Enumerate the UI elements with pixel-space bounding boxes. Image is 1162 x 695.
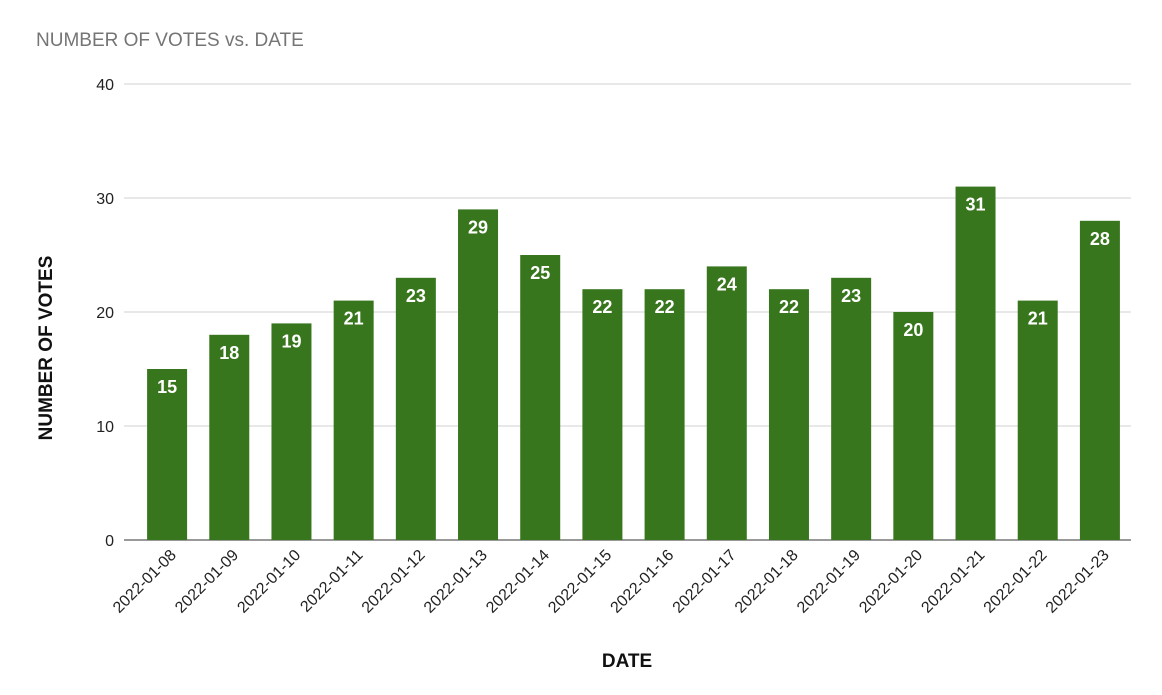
- bar: [893, 312, 934, 540]
- bar: [831, 277, 872, 540]
- y-tick-label: 40: [96, 77, 114, 94]
- bar-value-label: 22: [592, 297, 612, 317]
- x-tick-label: 2022-01-21: [918, 547, 988, 617]
- bar: [768, 289, 809, 540]
- bar: [644, 289, 685, 540]
- x-tick-label: 2022-01-16: [608, 547, 678, 617]
- chart-title: NUMBER OF VOTES vs. DATE: [36, 30, 304, 51]
- x-tick-label: 2022-01-23: [1043, 547, 1113, 617]
- bar-value-label: 21: [344, 309, 364, 329]
- bar: [333, 300, 374, 540]
- x-tick-label: 2022-01-10: [234, 547, 304, 617]
- bar-value-label: 23: [406, 286, 426, 306]
- x-tick-label: 2022-01-14: [483, 547, 553, 617]
- bar-value-label: 20: [903, 320, 923, 340]
- bar-value-label: 22: [779, 297, 799, 317]
- x-tick-label: 2022-01-11: [297, 547, 366, 616]
- bar-value-label: 21: [1028, 309, 1048, 329]
- bar-value-label: 29: [468, 217, 488, 237]
- y-axis-title: NUMBER OF VOTES: [36, 256, 57, 441]
- y-tick-label: 10: [96, 419, 114, 436]
- bar-data-labels: 15 18 19 21 23 29 25 22 22 24 22 23 20 31 21 28: [157, 195, 1110, 397]
- y-tick-label: 0: [105, 533, 114, 550]
- x-tick-label: 2022-01-22: [981, 547, 1051, 617]
- bar: [520, 255, 561, 540]
- bar-value-label: 19: [281, 331, 301, 351]
- bar-value-label: 24: [717, 274, 737, 294]
- bar: [458, 209, 499, 540]
- bar-value-label: 25: [530, 263, 550, 283]
- bar: [209, 334, 250, 540]
- bar-value-label: 31: [966, 195, 986, 215]
- y-tick-label: 30: [96, 191, 114, 208]
- bar-value-label: 23: [841, 286, 861, 306]
- x-tick-label: 2022-01-20: [856, 547, 926, 617]
- bars: [147, 186, 1120, 541]
- y-tick-label: 20: [96, 305, 114, 322]
- x-tick-label: 2022-01-18: [732, 547, 802, 617]
- bar-value-label: 22: [655, 297, 675, 317]
- bar-value-label: 28: [1090, 229, 1110, 249]
- x-axis-title: DATE: [602, 651, 652, 672]
- x-tick-label: 2022-01-09: [172, 547, 242, 617]
- x-tick-label: 2022-01-12: [359, 547, 429, 617]
- bar: [1079, 220, 1120, 541]
- x-axis-ticks: 2022-01-082022-01-092022-01-102022-01-11…: [110, 547, 1113, 617]
- bar: [395, 277, 436, 540]
- bar: [147, 369, 188, 540]
- bar-value-label: 18: [219, 343, 239, 363]
- bar: [1017, 300, 1058, 540]
- x-tick-label: 2022-01-17: [670, 547, 740, 617]
- bar: [706, 266, 747, 540]
- bar: [955, 186, 996, 540]
- x-tick-label: 2022-01-08: [110, 547, 180, 617]
- y-axis-ticks: 0 10 20 30 40: [96, 77, 114, 550]
- bar-value-label: 15: [157, 377, 177, 397]
- bar: [582, 289, 623, 540]
- bar: [271, 323, 312, 540]
- x-tick-label: 2022-01-15: [545, 547, 615, 617]
- x-tick-label: 2022-01-13: [421, 547, 491, 617]
- x-tick-label: 2022-01-19: [794, 547, 864, 617]
